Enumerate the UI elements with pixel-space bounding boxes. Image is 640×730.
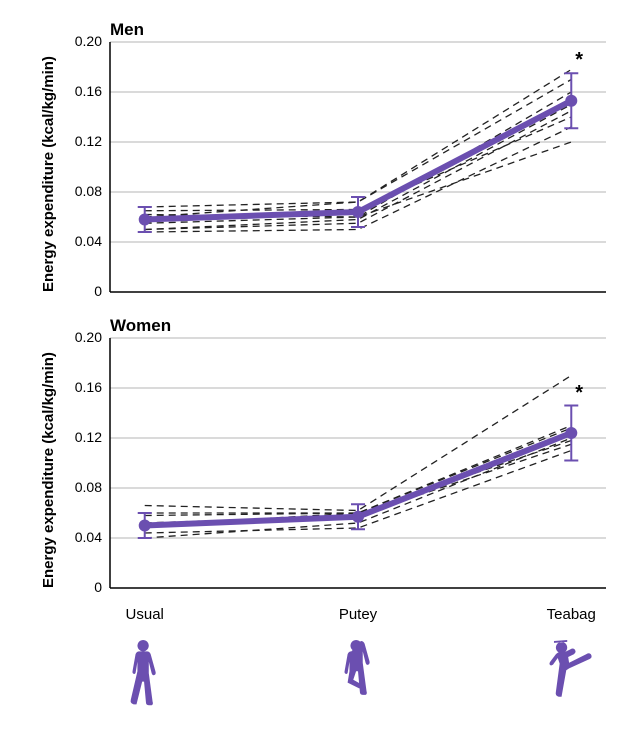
- silhouette-putey-icon: [328, 640, 388, 710]
- mean-marker: [139, 214, 151, 226]
- ytick-label: 0: [58, 579, 102, 595]
- sig-marker: *: [575, 49, 583, 72]
- individual-line: [145, 70, 572, 208]
- silhouette-path: [550, 640, 592, 697]
- y-axis-label: Energy expenditure (kcal/kg/min): [40, 338, 57, 588]
- ytick-label: 0.12: [58, 133, 102, 149]
- ytick-label: 0.08: [58, 183, 102, 199]
- ytick-label: 0.12: [58, 429, 102, 445]
- ytick-label: 0.16: [58, 83, 102, 99]
- ytick-label: 0.20: [58, 329, 102, 345]
- silhouette-usual-icon: [115, 640, 175, 710]
- silhouette-path: [345, 640, 370, 695]
- mean-marker: [352, 206, 364, 218]
- ytick-label: 0.20: [58, 33, 102, 49]
- y-axis-label: Energy expenditure (kcal/kg/min): [40, 42, 57, 292]
- silhouette-path: [130, 640, 155, 705]
- ytick-label: 0.04: [58, 233, 102, 249]
- mean-marker: [352, 511, 364, 523]
- panel-title-women: Women: [110, 316, 171, 336]
- ytick-label: 0.04: [58, 529, 102, 545]
- x-category-label: Teabag: [547, 606, 596, 623]
- x-category-label: Usual: [126, 606, 164, 623]
- individual-line: [145, 428, 572, 516]
- mean-marker: [565, 427, 577, 439]
- panel-title-men: Men: [110, 20, 144, 40]
- mean-marker: [139, 520, 151, 532]
- ytick-label: 0: [58, 283, 102, 299]
- sig-marker: *: [575, 382, 583, 405]
- individual-line: [145, 376, 572, 511]
- ytick-label: 0.08: [58, 479, 102, 495]
- figure-svg: [0, 0, 640, 730]
- x-category-label: Putey: [339, 606, 377, 623]
- silhouette-teabag-icon: [541, 640, 601, 710]
- mean-marker: [565, 95, 577, 107]
- ytick-label: 0.16: [58, 379, 102, 395]
